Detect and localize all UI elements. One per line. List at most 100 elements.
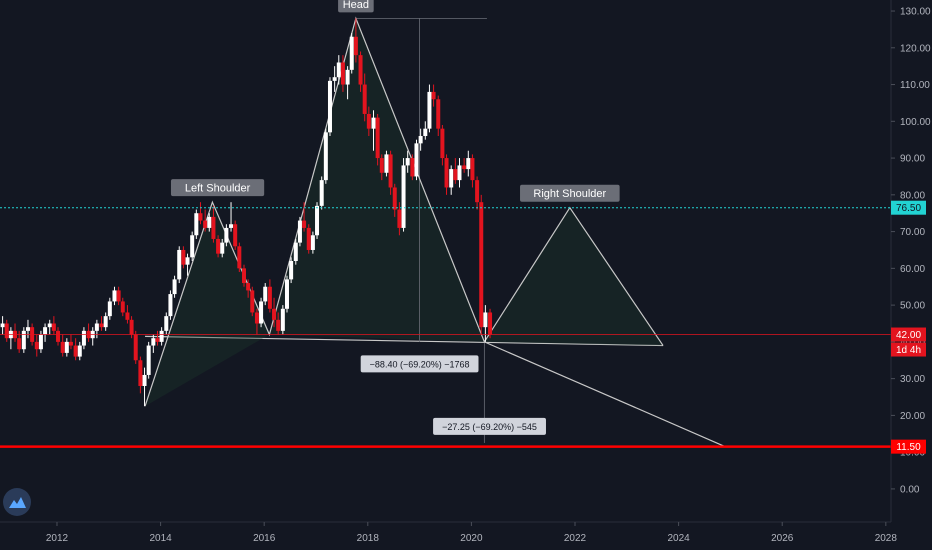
candle[interactable]	[237, 242, 242, 273]
candle[interactable]	[0, 316, 5, 335]
candle[interactable]	[56, 327, 61, 346]
candle[interactable]	[168, 290, 173, 320]
candle[interactable]	[483, 305, 488, 342]
candle[interactable]	[146, 341, 151, 379]
candle[interactable]	[142, 367, 147, 407]
candle[interactable]	[414, 139, 419, 181]
candle[interactable]	[25, 319, 30, 339]
measurement-label-1[interactable]: −88.40 (−69.20%) −1768	[360, 355, 479, 373]
candle[interactable]	[453, 158, 458, 184]
candle[interactable]	[276, 312, 281, 335]
candle[interactable]	[103, 312, 108, 331]
candle[interactable]	[177, 246, 182, 284]
candle[interactable]	[107, 297, 112, 320]
candle[interactable]	[185, 253, 190, 276]
candle[interactable]	[427, 84, 432, 133]
candle[interactable]	[280, 305, 285, 335]
candle[interactable]	[181, 246, 186, 269]
candle[interactable]	[293, 238, 298, 265]
candle[interactable]	[319, 176, 324, 210]
candle[interactable]	[211, 205, 216, 243]
candle[interactable]	[423, 121, 428, 140]
candle[interactable]	[397, 202, 402, 236]
candle[interactable]	[306, 224, 311, 254]
candle[interactable]	[4, 319, 9, 342]
neckline[interactable]	[145, 335, 664, 347]
candle[interactable]	[43, 323, 48, 342]
candle[interactable]	[479, 194, 484, 335]
candle[interactable]	[379, 154, 384, 181]
candle[interactable]	[164, 312, 169, 335]
candle[interactable]	[151, 334, 156, 353]
candle[interactable]	[203, 209, 208, 232]
candle[interactable]	[310, 231, 315, 254]
candle[interactable]	[315, 202, 320, 239]
candle[interactable]	[216, 235, 221, 258]
annotation-3[interactable]: Right Shoulder	[520, 184, 620, 202]
candle[interactable]	[384, 150, 389, 177]
candle[interactable]	[198, 202, 203, 225]
candle[interactable]	[284, 275, 289, 313]
candle[interactable]	[159, 327, 164, 346]
candle[interactable]	[250, 286, 255, 317]
candle[interactable]	[349, 33, 354, 74]
candle[interactable]	[116, 286, 121, 306]
candle[interactable]	[77, 341, 82, 361]
candle[interactable]	[449, 165, 454, 195]
candle[interactable]	[410, 154, 415, 181]
candle[interactable]	[112, 286, 117, 306]
pattern-line-2[interactable]	[484, 341, 726, 448]
candle[interactable]	[405, 150, 410, 173]
candle[interactable]	[73, 338, 78, 361]
candle[interactable]	[388, 150, 393, 195]
candle[interactable]	[229, 202, 234, 232]
candle[interactable]	[332, 66, 337, 92]
candle[interactable]	[371, 110, 376, 151]
candle[interactable]	[289, 257, 294, 284]
candle[interactable]	[470, 154, 475, 188]
candle[interactable]	[99, 316, 104, 331]
measurement-label-2[interactable]: −27.25 (−69.20%) −545	[433, 417, 546, 435]
candle[interactable]	[431, 84, 436, 107]
annotation-1[interactable]: Head	[338, 0, 374, 13]
horizontal-levels[interactable]	[0, 207, 891, 448]
annotation-labels[interactable]: Head Left Shoulder Right Shoulder	[170, 0, 620, 202]
candle[interactable]	[340, 55, 345, 92]
candle[interactable]	[358, 51, 363, 92]
candle[interactable]	[125, 305, 130, 324]
candle[interactable]	[392, 183, 397, 217]
candle[interactable]	[362, 73, 367, 122]
candle[interactable]	[462, 158, 467, 173]
candle[interactable]	[254, 308, 259, 335]
candle[interactable]	[233, 220, 238, 250]
candle[interactable]	[246, 279, 251, 298]
measurement-labels[interactable]: −88.40 (−69.20%) −1768 −27.25 (−69.20%) −…	[360, 355, 546, 435]
candle[interactable]	[366, 106, 371, 137]
candle[interactable]	[475, 176, 480, 210]
candle[interactable]	[440, 124, 445, 166]
candle[interactable]	[327, 77, 332, 137]
candle[interactable]	[241, 264, 246, 287]
candle[interactable]	[120, 297, 125, 317]
candle[interactable]	[444, 154, 449, 195]
candle[interactable]	[60, 334, 65, 357]
candle[interactable]	[336, 55, 341, 85]
candle[interactable]	[267, 279, 272, 313]
candle[interactable]	[418, 128, 423, 151]
candle[interactable]	[224, 224, 229, 247]
candle[interactable]	[133, 330, 138, 364]
candle[interactable]	[68, 334, 73, 350]
candle[interactable]	[375, 113, 380, 166]
candle[interactable]	[207, 213, 212, 232]
candle[interactable]	[47, 319, 52, 335]
candle[interactable]	[401, 158, 406, 232]
candle[interactable]	[172, 275, 177, 298]
candle[interactable]	[263, 283, 268, 306]
candle[interactable]	[64, 338, 69, 357]
candle[interactable]	[155, 330, 160, 346]
candle[interactable]	[345, 66, 350, 100]
candle[interactable]	[220, 238, 225, 258]
candle[interactable]	[51, 316, 56, 335]
candle[interactable]	[81, 327, 86, 350]
